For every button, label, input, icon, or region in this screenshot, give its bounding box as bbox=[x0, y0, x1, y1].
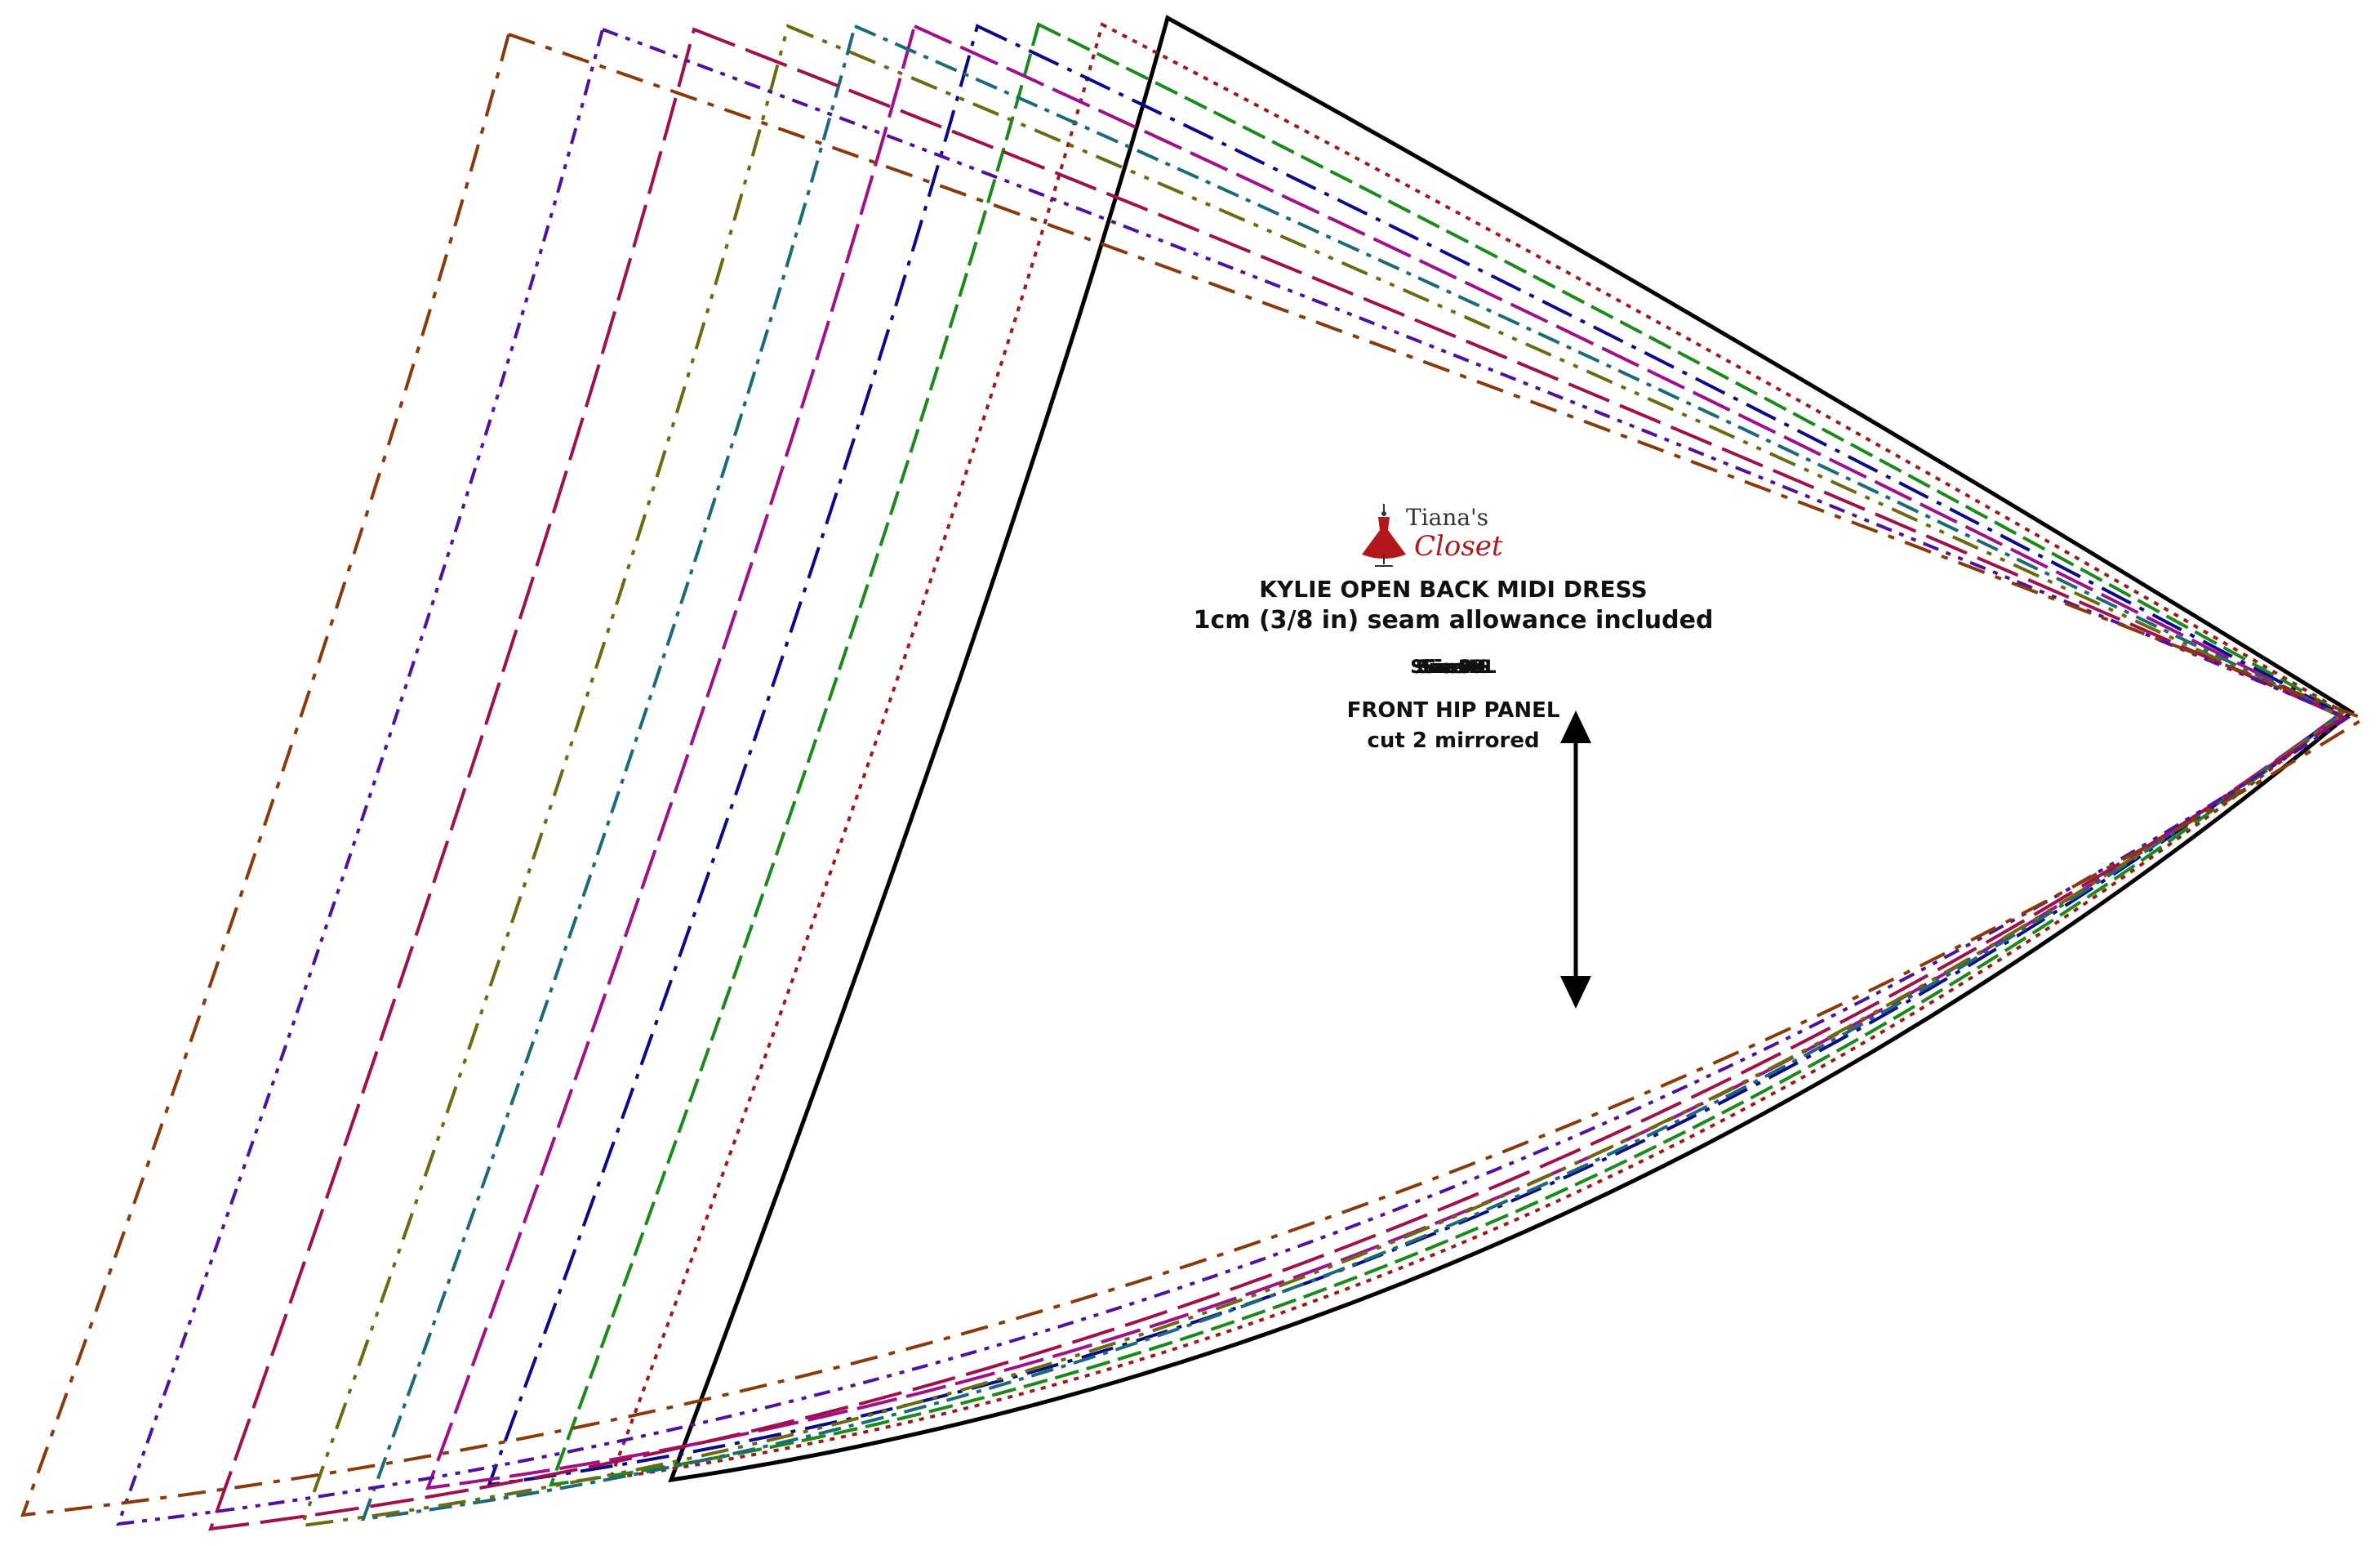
size-outline bbox=[425, 24, 2342, 1490]
size-outline bbox=[208, 27, 2347, 1531]
size-outlines bbox=[20, 15, 2368, 1531]
size-label: Size XS bbox=[1416, 657, 1491, 678]
size-outline bbox=[486, 24, 2343, 1487]
size-label: Size 5XL bbox=[1410, 657, 1497, 678]
size-outline bbox=[360, 24, 2342, 1521]
brand-logo: Tiana's Closet bbox=[1355, 502, 1503, 568]
size-label: Size 3XL bbox=[1410, 657, 1497, 678]
piece-name: FRONT HIP PANEL bbox=[1346, 698, 1560, 723]
size-label: Size S bbox=[1422, 657, 1484, 678]
size-outline bbox=[548, 22, 2345, 1487]
dress-form-icon bbox=[1362, 504, 1406, 567]
grainline-arrow bbox=[1560, 711, 1591, 1009]
size-outline bbox=[668, 15, 2356, 1483]
logo-text-closet: Closet bbox=[1414, 530, 1503, 563]
logo-text-tiana: Tiana's bbox=[1406, 504, 1489, 531]
size-outline bbox=[116, 27, 2351, 1526]
size-label: Size L bbox=[1423, 657, 1484, 678]
cut-instruction: cut 2 mirrored bbox=[1367, 728, 1540, 753]
size-outline bbox=[607, 22, 2347, 1481]
size-outline bbox=[300, 24, 2343, 1528]
size-label: Size 6XL bbox=[1410, 657, 1497, 678]
seam-allowance-note: 1cm (3/8 in) seam allowance included bbox=[1193, 606, 1714, 635]
size-outline bbox=[20, 32, 2368, 1517]
size-label: Size 2XL bbox=[1410, 657, 1497, 678]
pattern-title: KYLIE OPEN BACK MIDI DRESS bbox=[1259, 576, 1648, 603]
size-label: Size XL bbox=[1417, 657, 1490, 678]
size-label: Size M bbox=[1420, 657, 1487, 678]
size-label: Size 4XL bbox=[1410, 657, 1497, 678]
